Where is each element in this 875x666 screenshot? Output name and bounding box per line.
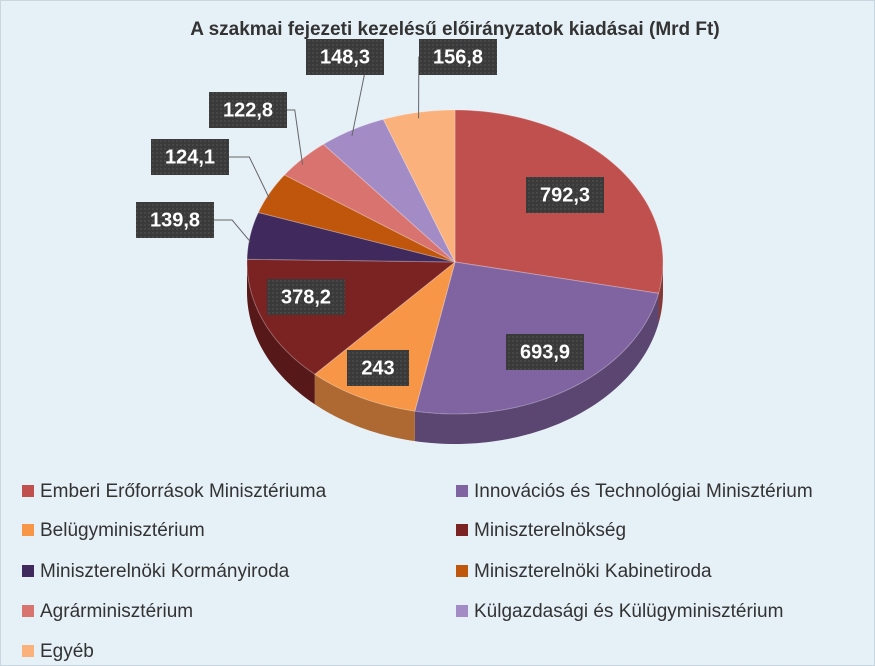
legend-label: Emberi Erőforrások Minisztériuma — [40, 481, 327, 502]
legend-swatch — [456, 485, 468, 497]
leader-line — [214, 219, 251, 242]
legend-swatch — [22, 605, 34, 617]
label-box — [209, 92, 287, 128]
pie-side — [658, 262, 663, 324]
legend-swatch — [22, 645, 34, 657]
label-box — [267, 279, 345, 315]
data-label: 148,3 — [320, 46, 370, 68]
data-label: 378,2 — [281, 286, 331, 308]
legend-swatch — [456, 524, 468, 536]
legend-swatch — [22, 524, 34, 536]
data-label: 122,8 — [223, 99, 273, 121]
pie-slice — [246, 211, 456, 263]
data-label: 693,9 — [520, 341, 570, 363]
data-label: 243 — [361, 357, 394, 379]
label-box — [506, 334, 584, 370]
pie-side — [247, 262, 315, 405]
legend-label: Agrárminisztérium — [40, 601, 193, 622]
legend-label: Miniszterelnökség — [474, 520, 626, 541]
legend-swatch — [456, 605, 468, 617]
data-label: 156,8 — [433, 46, 483, 68]
label-box — [526, 177, 604, 213]
label-box — [347, 350, 409, 386]
data-label: 792,3 — [540, 184, 590, 206]
pie-slice — [283, 143, 456, 263]
label-box — [419, 39, 497, 75]
legend-swatch — [22, 565, 34, 577]
legend-label: Miniszterelnöki Kabinetiroda — [474, 561, 712, 582]
pie-slice — [322, 118, 456, 263]
pie-side — [314, 374, 415, 442]
data-label: 124,1 — [165, 146, 215, 168]
data-label: 139,8 — [150, 209, 200, 231]
label-box — [306, 39, 384, 75]
legend-label: Miniszterelnöki Kormányiroda — [40, 561, 290, 582]
legend-label: Innovációs és Technológiai Minisztérium — [474, 481, 813, 502]
chart-title: A szakmai fejezeti kezelésű előirányzato… — [190, 19, 719, 40]
label-box — [136, 202, 214, 238]
legend-label: Egyéb — [40, 641, 94, 662]
leader-line — [229, 156, 271, 200]
legend-label: Külgazdasági és Külügyminisztérium — [474, 601, 783, 622]
leader-line — [287, 109, 304, 165]
pie-slice — [257, 174, 456, 263]
pie-side — [414, 293, 659, 444]
label-box — [151, 139, 229, 175]
legend-swatch — [456, 565, 468, 577]
legend-label: Belügyminisztérium — [40, 520, 205, 541]
legend-swatch — [22, 485, 34, 497]
